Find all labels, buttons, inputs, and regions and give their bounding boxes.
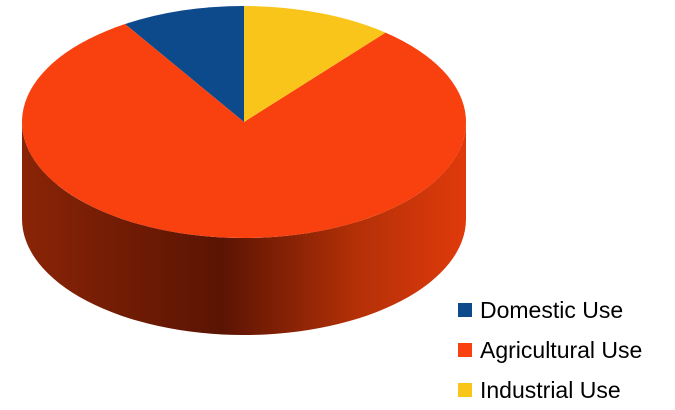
legend: Domestic Use Agricultural Use Industrial U…	[458, 290, 642, 410]
legend-swatch	[458, 343, 472, 357]
pie-top-face	[21, 6, 467, 239]
pie-side-agricultural-use	[22, 122, 466, 335]
legend-item: Domestic Use	[458, 290, 642, 330]
legend-item: Industrial Use	[458, 370, 642, 410]
legend-item: Agricultural Use	[458, 330, 642, 370]
pie-slice-agricultural-use	[21, 24, 467, 239]
legend-swatch	[458, 383, 472, 397]
pie-slice-industrial-use	[244, 6, 386, 122]
legend-label: Domestic Use	[480, 296, 624, 323]
legend-swatch	[458, 303, 472, 317]
legend-label: Industrial Use	[480, 376, 621, 403]
pie-slice-domestic-use	[125, 6, 244, 122]
legend-label: Agricultural Use	[480, 336, 643, 363]
pie-side-wall	[22, 122, 466, 335]
